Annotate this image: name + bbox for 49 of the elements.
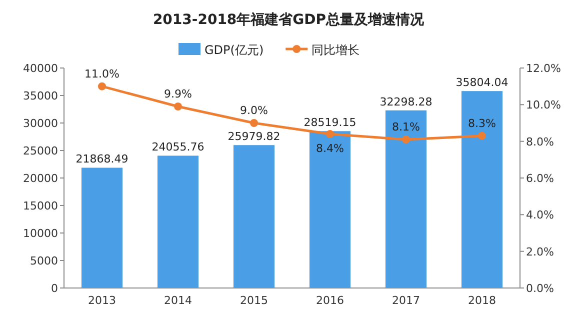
point: [326, 130, 334, 138]
y-tick-label: 0: [51, 282, 58, 295]
y2-tick-label: 10.0%: [526, 98, 561, 112]
bar: [233, 145, 275, 288]
point: [250, 119, 258, 127]
point: [478, 132, 486, 140]
x-tick-label: 2015: [240, 294, 268, 307]
y2-tick-label: 12.0%: [526, 62, 561, 75]
legend-label: GDP(亿元): [204, 43, 264, 57]
bar: [157, 156, 199, 288]
bar: [81, 168, 123, 288]
x-tick-label: 2018: [468, 294, 496, 307]
y2-tick-label: 0.0%: [526, 282, 554, 295]
y-tick-label: 15000: [23, 200, 58, 212]
data-label: 8.3%: [468, 116, 496, 130]
y-tick-label: 40000: [23, 62, 58, 75]
y-tick-label: 20000: [23, 172, 58, 185]
x-tick-label: 2014: [164, 294, 192, 307]
legend-label: 同比增长: [312, 43, 360, 57]
data-label: 24055.76: [152, 140, 204, 154]
point: [98, 82, 106, 90]
x-tick-label: 2013: [88, 294, 116, 307]
y2-tick-label: 8.0%: [526, 135, 554, 148]
data-label: 9.0%: [240, 104, 268, 117]
x-tick-label: 2017: [392, 294, 420, 307]
y-tick-label: 5000: [30, 254, 58, 268]
y-tick-label: 25000: [23, 144, 58, 158]
bar: [385, 110, 427, 288]
data-label: 8.4%: [316, 142, 344, 155]
x-tick-label: 2016: [316, 294, 344, 307]
y-tick-label: 10000: [23, 227, 58, 240]
data-label: 35804.04: [456, 76, 508, 90]
data-label: 9.9%: [164, 88, 192, 100]
bar: [461, 91, 503, 288]
data-label: 28519.15: [304, 116, 356, 130]
chart-title: 2013-2018年福建省GDP总量及增速情况: [152, 11, 426, 28]
y-tick-label: 35000: [23, 90, 58, 102]
data-label: 21868.49: [76, 152, 128, 166]
point: [402, 136, 410, 144]
y2-tick-label: 6.0%: [526, 172, 554, 185]
y2-tick-label: 4.0%: [526, 208, 554, 222]
data-label: 25979.82: [228, 130, 280, 144]
y2-tick-label: 2.0%: [526, 245, 554, 258]
data-label: 11.0%: [84, 67, 120, 80]
point: [174, 102, 182, 110]
bar: [309, 131, 351, 288]
data-label: 8.1%: [392, 120, 420, 134]
y-tick-label: 30000: [23, 117, 58, 130]
data-label: 32298.28: [380, 95, 432, 108]
